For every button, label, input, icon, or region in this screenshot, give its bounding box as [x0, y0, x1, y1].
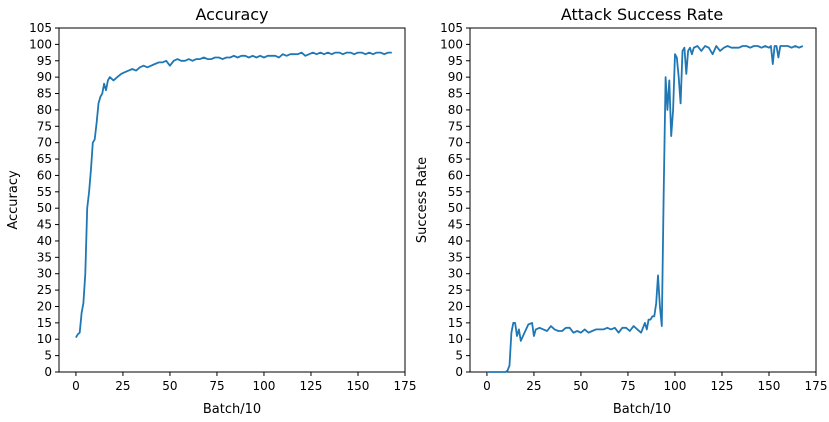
x-tick-label: 100: [664, 379, 687, 393]
y-tick-label: 85: [37, 87, 52, 101]
y-tick-label: 70: [448, 136, 463, 150]
y-tick-label: 105: [29, 21, 52, 35]
chart-title: Attack Success Rate: [561, 5, 723, 24]
y-tick-label: 45: [37, 218, 52, 232]
x-tick-label: 25: [115, 379, 130, 393]
x-tick-label: 175: [394, 379, 417, 393]
y-tick-label: 45: [448, 218, 463, 232]
y-tick-label: 75: [448, 119, 463, 133]
y-tick-label: 65: [37, 152, 52, 166]
x-tick-label: 50: [573, 379, 588, 393]
y-tick-label: 15: [448, 316, 463, 330]
y-tick-label: 5: [44, 349, 52, 363]
x-tick-label: 0: [483, 379, 491, 393]
y-tick-label: 40: [448, 234, 463, 248]
x-axis-label: Batch/10: [203, 402, 261, 417]
axes-frame: [469, 27, 817, 373]
y-tick-label: 70: [37, 136, 52, 150]
chart-title: Accuracy: [195, 5, 268, 24]
y-tick-label: 50: [448, 201, 463, 215]
y-tick-label: 100: [29, 37, 52, 51]
y-tick-label: 40: [37, 234, 52, 248]
y-tick-label: 5: [455, 349, 463, 363]
y-tick-label: 60: [37, 168, 52, 182]
y-tick-label: 60: [448, 168, 463, 182]
plot-area: 0 5 10 15 20 25 30 35 40 45 50 55 60 65 70 75 80 85 90 95 10…: [29, 21, 416, 393]
chart-panel-accuracy: Accuracy Batch/10 Accuracy 0 5 10 15 20 25 30 3…: [6, 5, 416, 417]
y-tick-label: 15: [37, 316, 52, 330]
x-tick-label: 50: [162, 379, 177, 393]
y-tick-label: 90: [37, 70, 52, 84]
y-axis-label: Accuracy: [6, 170, 21, 230]
x-axis-label: Batch/10: [613, 402, 671, 417]
x-tick-label: 125: [300, 379, 323, 393]
y-tick-label: 95: [448, 54, 463, 68]
y-tick-label: 35: [448, 250, 463, 264]
y-tick-label: 75: [37, 119, 52, 133]
y-tick-label: 25: [448, 283, 463, 297]
x-tick-label: 125: [711, 379, 734, 393]
y-tick-label: 80: [37, 103, 52, 117]
y-tick-label: 55: [37, 185, 52, 199]
plot-area: 0 5 10 15 20 25 30 35 40 45 50 55 60 65 70 75 80 85 90 95 10…: [440, 21, 827, 393]
y-tick-label: 20: [448, 299, 463, 313]
x-tick-label: 175: [805, 379, 828, 393]
y-tick-label: 65: [448, 152, 463, 166]
y-tick-label: 55: [448, 185, 463, 199]
x-tick-label: 100: [253, 379, 276, 393]
chart-panel-attack-success-rate: Attack Success Rate Batch/10 Success Rat…: [415, 5, 827, 417]
y-tick-label: 20: [37, 299, 52, 313]
axes-frame: [58, 27, 406, 373]
x-tick-label: 0: [72, 379, 80, 393]
y-tick-label: 80: [448, 103, 463, 117]
y-tick-label: 10: [448, 332, 463, 346]
x-tick-label: 150: [758, 379, 781, 393]
x-tick-label: 150: [347, 379, 370, 393]
x-tick-label: 25: [526, 379, 541, 393]
y-tick-label: 25: [37, 283, 52, 297]
y-tick-label: 85: [448, 87, 463, 101]
x-tick-label: 75: [209, 379, 224, 393]
y-tick-label: 0: [455, 365, 463, 379]
y-tick-label: 105: [440, 21, 463, 35]
y-tick-label: 0: [44, 365, 52, 379]
y-tick-label: 10: [37, 332, 52, 346]
y-tick-label: 30: [37, 267, 52, 281]
y-tick-label: 90: [448, 70, 463, 84]
y-tick-label: 50: [37, 201, 52, 215]
y-tick-label: 30: [448, 267, 463, 281]
y-tick-label: 35: [37, 250, 52, 264]
series-line: [75, 51, 392, 339]
y-tick-label: 100: [440, 37, 463, 51]
y-axis-label: Success Rate: [415, 157, 430, 243]
y-tick-label: 95: [37, 54, 52, 68]
x-tick-label: 75: [620, 379, 635, 393]
series-line: [486, 45, 804, 373]
